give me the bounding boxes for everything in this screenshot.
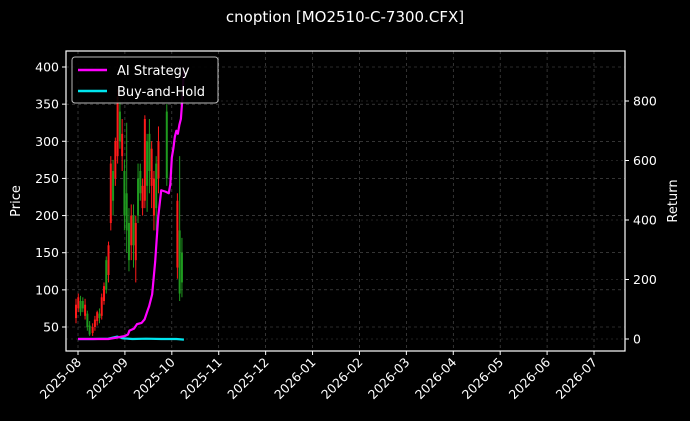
x-tick-label: 2025-09 — [83, 354, 131, 402]
candle-body — [81, 301, 84, 309]
x-tick-label: 2026-05 — [459, 355, 507, 403]
candle-body — [134, 223, 137, 261]
candle-body — [102, 286, 105, 301]
y-left-tick-label: 50 — [43, 320, 59, 335]
x-tick-label: 2026-06 — [506, 354, 554, 402]
plot-frame — [65, 50, 626, 352]
candle-body — [146, 141, 149, 186]
candle-body — [96, 312, 99, 322]
y-right-label: Return — [666, 179, 681, 222]
candle-body — [107, 245, 110, 275]
candle-body — [176, 200, 179, 268]
candle-body — [121, 133, 124, 157]
candle-body — [152, 178, 155, 216]
candle-body — [114, 141, 117, 179]
candle-body — [148, 133, 151, 171]
y-right-tick-label: 400 — [633, 213, 657, 228]
candle-body — [125, 193, 128, 231]
candle-body — [75, 304, 77, 319]
candle-body — [123, 171, 126, 216]
candle-body — [86, 313, 89, 327]
candle-body — [116, 96, 119, 157]
return-lines — [78, 68, 186, 341]
candle-body — [84, 304, 87, 316]
x-tick-label: 2025-11 — [177, 355, 225, 403]
candlestick-series — [75, 89, 183, 336]
candle-body — [132, 215, 135, 246]
y-left-tick-label: 250 — [35, 171, 59, 186]
y-right-tick-label: 200 — [633, 272, 657, 287]
right-y-axis: 0 200 400 600 800 — [625, 94, 657, 347]
x-tick-label: 2026-04 — [412, 354, 460, 402]
candle-body — [105, 260, 108, 290]
candle-body — [141, 185, 144, 209]
candle-body — [130, 215, 133, 246]
x-tick-label: 2025-08 — [37, 354, 85, 402]
candle-body — [127, 223, 130, 261]
candle-body — [88, 325, 91, 335]
y-right-tick-label: 0 — [633, 332, 641, 347]
legend-label-buy-and-hold: Buy-and-Hold — [117, 85, 205, 100]
y-left-tick-label: 100 — [35, 282, 59, 297]
candle-body — [155, 163, 158, 209]
candle-body — [109, 163, 112, 223]
y-left-label: Price — [9, 185, 24, 217]
candle-body — [93, 319, 96, 327]
legend-box — [71, 56, 219, 104]
candle-body — [150, 148, 153, 186]
candle-body — [137, 178, 140, 216]
candle-body — [180, 252, 183, 283]
x-tick-label: 2026-02 — [318, 355, 366, 403]
candle-body — [157, 141, 160, 179]
x-tick-label: 2026-01 — [271, 355, 319, 403]
x-tick-label: 2026-07 — [553, 355, 601, 403]
y-left-tick-label: 300 — [35, 134, 59, 149]
candle-body — [143, 119, 146, 201]
candle-body — [98, 313, 101, 319]
y-left-tick-label: 200 — [35, 208, 59, 223]
candle-body — [91, 327, 94, 333]
candle-body — [178, 230, 181, 294]
y-left-tick-label: 350 — [35, 97, 59, 112]
y-left-tick-label: 150 — [35, 245, 59, 260]
x-axis: 2025-08 2025-09 2025-10 2025-11 2025-12 2026-… — [37, 351, 601, 403]
candle-body — [165, 111, 168, 179]
candle-body — [79, 301, 82, 313]
candle-body — [100, 297, 103, 316]
candle-body — [112, 171, 115, 201]
y-left-tick-label: 400 — [35, 60, 59, 75]
candle-body — [139, 171, 142, 194]
legend-label-ai-strategy: AI Strategy — [117, 64, 190, 79]
grid-lines — [66, 51, 625, 351]
legend: AI Strategy Buy-and-Hold — [71, 56, 219, 104]
left-y-axis: 50 100 150 200 250 300 350 400 — [35, 60, 66, 335]
y-right-tick-label: 600 — [633, 153, 657, 168]
candle-body — [118, 111, 121, 142]
series-ai-strategy — [78, 68, 186, 341]
x-tick-label: 2026-03 — [365, 355, 413, 403]
chart-title: cnoption [MO2510-C-7300.CFX] — [225, 8, 465, 26]
x-tick-label: 2025-12 — [224, 355, 272, 403]
y-right-tick-label: 800 — [633, 94, 657, 109]
candle-body — [77, 297, 80, 309]
x-tick-label: 2025-10 — [130, 354, 178, 402]
